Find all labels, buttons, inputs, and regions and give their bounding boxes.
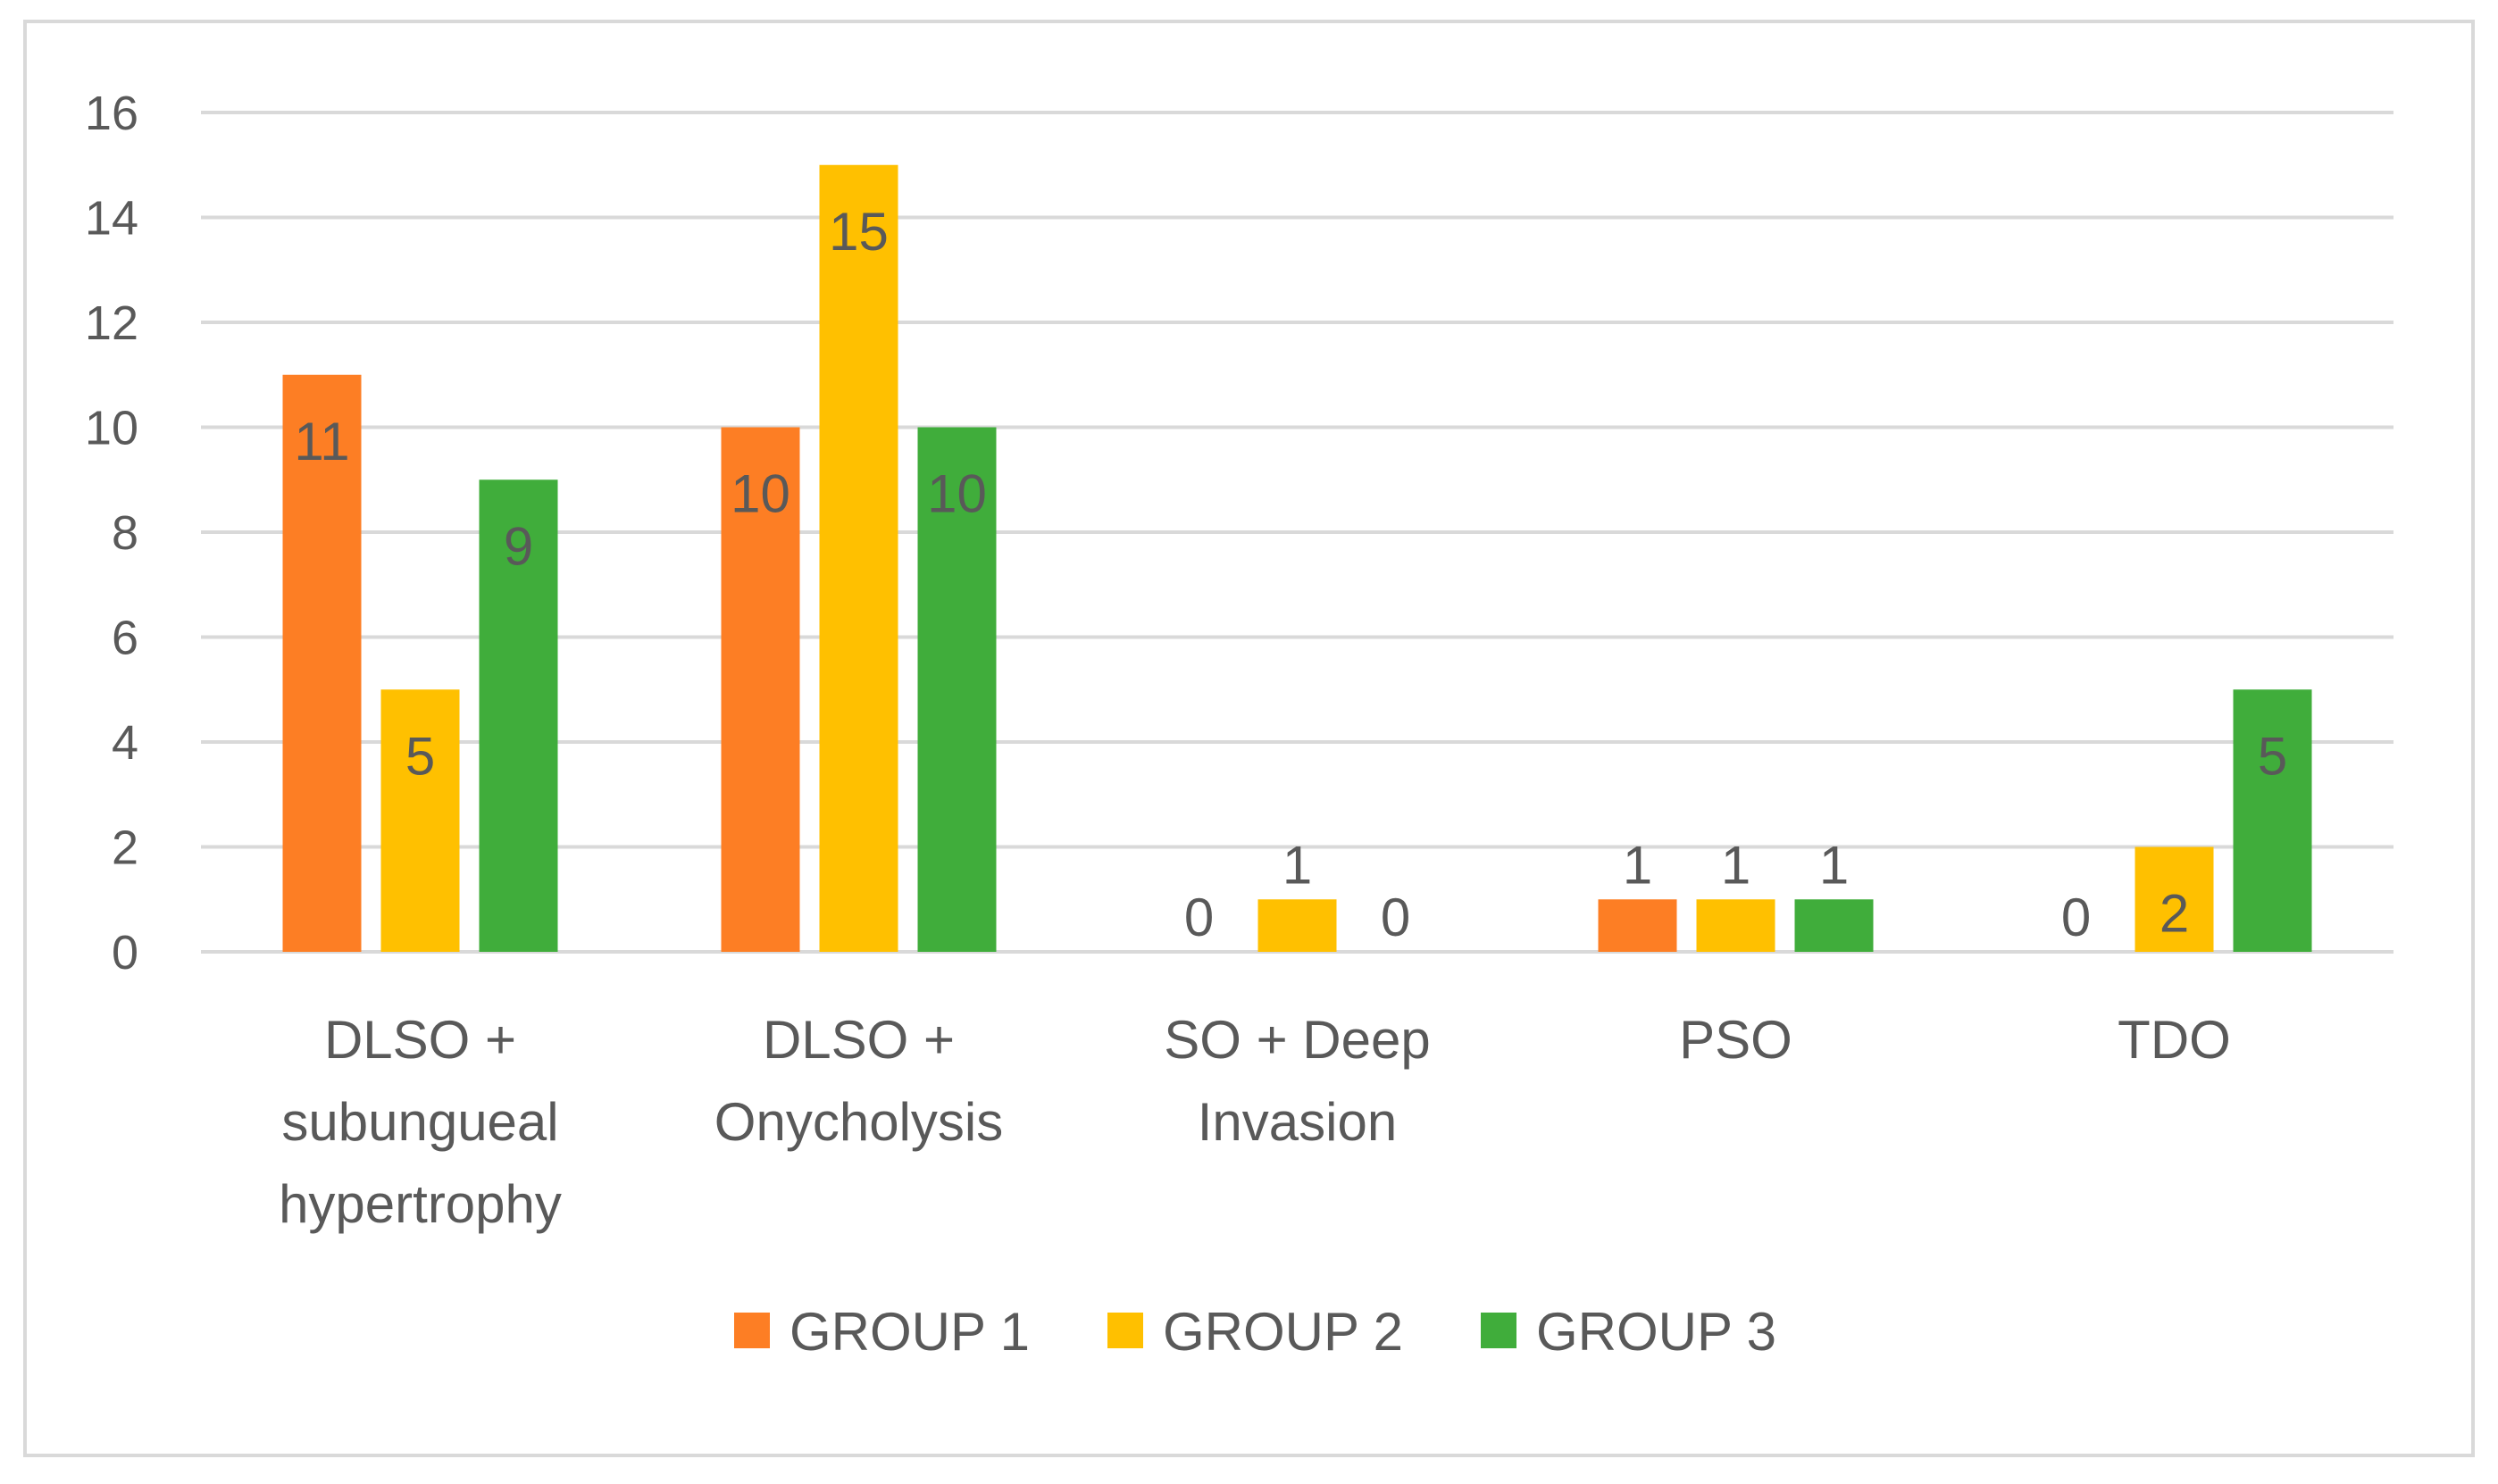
legend: GROUP 1 GROUP 2 GROUP 3 (734, 1302, 1776, 1362)
legend-label: GROUP 2 (1163, 1302, 1403, 1362)
y-tick-label: 0 (112, 926, 138, 980)
data-label: 9 (504, 516, 533, 576)
bar-group-1-cat-1 (721, 427, 800, 952)
data-label: 1 (1819, 835, 1849, 895)
bar-group-2-cat-2 (1257, 899, 1337, 952)
category-label: DLSO + (763, 1010, 955, 1070)
legend-label: GROUP 1 (790, 1302, 1030, 1362)
y-tick-label: 4 (112, 716, 138, 770)
category-label: SO + Deep (1164, 1010, 1431, 1070)
bar-group-3-cat-3 (1794, 899, 1874, 952)
bar-group-2-cat-3 (1696, 899, 1775, 952)
category-label: hypertrophy (279, 1174, 562, 1234)
x-axis-categories: DLSO + subungueal hypertrophy DLSO + Onychol… (279, 1010, 2231, 1234)
y-tick-label: 12 (85, 296, 138, 350)
data-label: 10 (927, 464, 987, 524)
data-label: 10 (731, 464, 790, 524)
bars (282, 164, 2312, 952)
y-axis-ticks: 0 2 4 6 8 10 12 14 16 (85, 87, 138, 980)
bar-group-2-cat-0 (380, 689, 460, 952)
legend-swatch-1 (734, 1313, 770, 1348)
data-label: 1 (1721, 835, 1750, 895)
legend-swatch-2 (1107, 1313, 1143, 1348)
data-label: 0 (2061, 888, 2091, 947)
data-label: 1 (1623, 835, 1652, 895)
bar-group-1-cat-0 (282, 374, 362, 952)
data-label: 0 (1381, 888, 1410, 947)
bar-group-2-cat-1 (819, 164, 898, 952)
bar-group-3-cat-4 (2233, 689, 2312, 952)
data-label: 11 (294, 412, 349, 471)
y-tick-label: 6 (112, 612, 138, 665)
category-label: subungueal (281, 1092, 558, 1152)
category-label: TDO (2118, 1010, 2231, 1070)
y-tick-label: 2 (112, 821, 138, 875)
y-tick-label: 16 (85, 87, 138, 140)
data-label: 15 (829, 202, 889, 262)
data-label: 0 (1184, 888, 1214, 947)
bar-group-2-cat-4 (2135, 846, 2214, 952)
bar-group-3-cat-1 (917, 427, 997, 952)
category-label: DLSO + (324, 1010, 516, 1070)
category-label: Onycholysis (714, 1092, 1003, 1152)
gridlines (201, 111, 2394, 954)
data-label: 1 (1282, 835, 1312, 895)
bar-group-1-cat-3 (1598, 899, 1677, 952)
y-tick-label: 8 (112, 506, 138, 560)
legend-swatch-3 (1481, 1313, 1516, 1348)
y-tick-label: 14 (85, 192, 138, 246)
category-label: PSO (1679, 1010, 1792, 1070)
legend-label: GROUP 3 (1536, 1302, 1776, 1362)
category-label: Invasion (1198, 1092, 1397, 1152)
bar-group-3-cat-0 (479, 479, 558, 952)
data-label: 5 (2258, 726, 2287, 786)
data-label: 2 (2160, 884, 2189, 944)
data-label: 5 (405, 726, 435, 786)
y-tick-label: 10 (85, 402, 138, 455)
